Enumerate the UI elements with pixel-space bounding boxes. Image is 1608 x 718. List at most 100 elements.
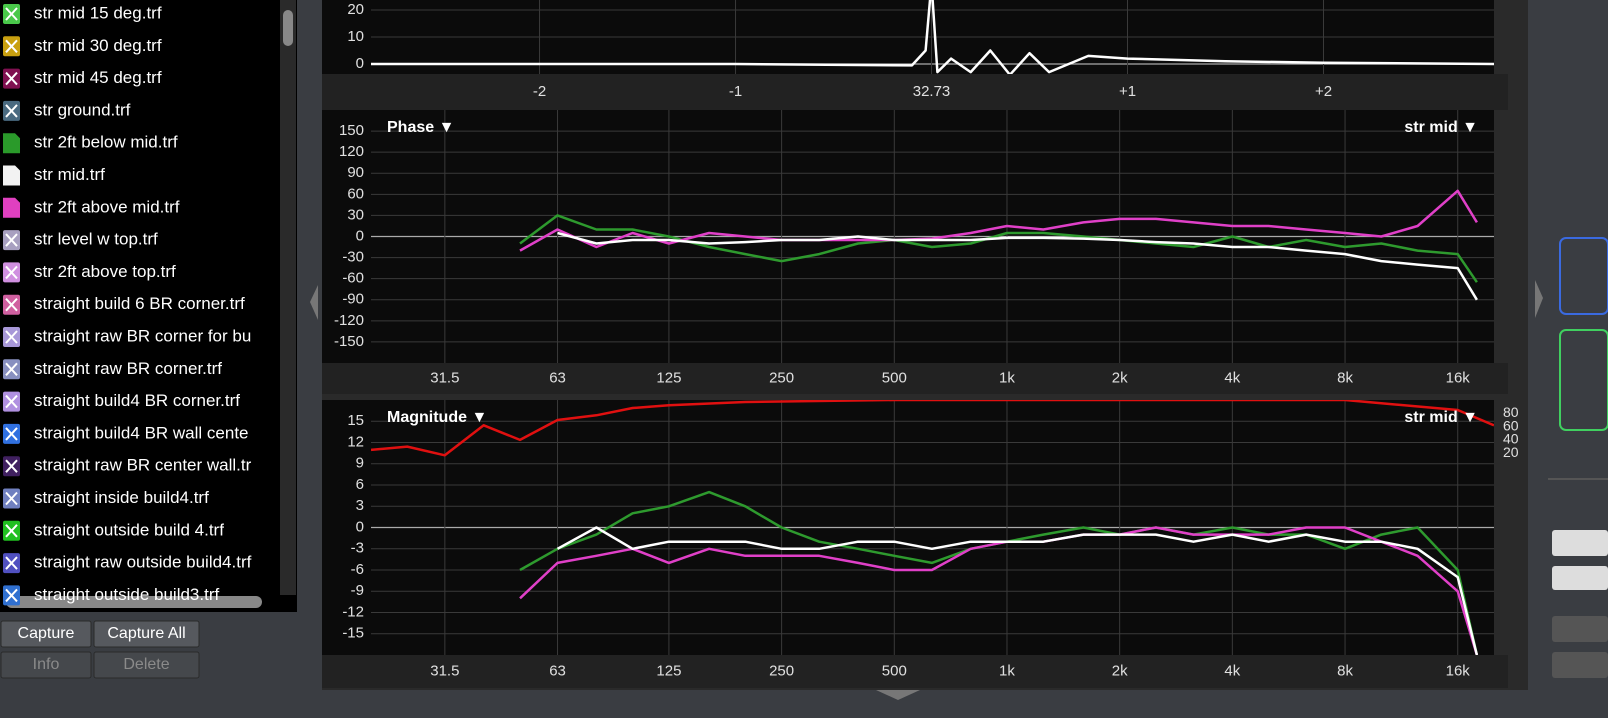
collapse-bottom[interactable] xyxy=(876,690,920,700)
x-tick-label: 500 xyxy=(882,369,907,386)
x-tick-label: 63 xyxy=(549,369,566,386)
file-icon-x xyxy=(5,71,18,86)
button-label[interactable]: Capture All xyxy=(107,625,185,642)
y-tick-label: 120 xyxy=(339,143,364,160)
button[interactable] xyxy=(93,651,200,679)
trace-selector[interactable]: str mid ▼ xyxy=(1404,409,1478,426)
y-tick-label: 0 xyxy=(356,55,364,72)
collapse-left[interactable] xyxy=(310,285,318,320)
button[interactable] xyxy=(0,651,92,679)
file-name: straight build4 BR wall cente xyxy=(34,423,249,442)
file-item[interactable]: str mid 45 deg.trf xyxy=(3,68,162,89)
y-tick-label: -15 xyxy=(342,625,364,642)
file-name: str level w top.trf xyxy=(34,230,158,249)
button-label[interactable]: Delete xyxy=(123,656,169,673)
file-icon-x xyxy=(5,459,18,473)
y-tick-label: -150 xyxy=(334,333,364,350)
file-name: straight raw BR corner.trf xyxy=(34,359,222,378)
file-icon-x xyxy=(5,7,18,21)
file-icon-x xyxy=(5,298,18,312)
h-scroll-thumb[interactable] xyxy=(6,596,262,608)
file-item[interactable]: str mid 30 deg.trf xyxy=(3,36,162,57)
file-item[interactable]: straight raw BR corner.trf xyxy=(3,359,222,380)
file-name: straight raw outside build4.trf xyxy=(34,553,252,572)
file-item[interactable]: str 2ft above mid.trf xyxy=(3,197,180,218)
x-tick-label: 500 xyxy=(882,662,907,679)
x-tick-label: 63 xyxy=(549,662,566,679)
y-tick-label: 0 xyxy=(356,518,364,535)
side-button[interactable] xyxy=(1552,652,1608,678)
x-tick-label: 31.5 xyxy=(430,369,459,386)
x-tick-label: 250 xyxy=(769,662,794,679)
y-tick-label: 30 xyxy=(347,206,364,223)
file-icon-x xyxy=(5,330,18,344)
x-tick-label: 125 xyxy=(656,662,681,679)
side-box-green[interactable] xyxy=(1559,329,1608,431)
y2-tick-label: 80 xyxy=(1503,404,1519,420)
file-name: str 2ft below mid.trf xyxy=(34,133,178,152)
side-button[interactable] xyxy=(1552,530,1608,556)
axis-band xyxy=(322,655,1508,688)
file-item[interactable]: straight inside build4.trf xyxy=(3,488,209,509)
side-button[interactable] xyxy=(1552,566,1608,590)
file-name: straight build4 BR corner.trf xyxy=(34,391,240,410)
x-tick-label: 31.5 xyxy=(430,662,459,679)
button[interactable] xyxy=(0,620,92,648)
file-icon-x xyxy=(5,39,18,53)
file-item[interactable]: str ground.trf xyxy=(3,100,131,121)
file-name: str mid 30 deg.trf xyxy=(34,36,162,55)
file-icon-x xyxy=(5,233,18,247)
file-item[interactable]: straight build 6 BR corner.trf xyxy=(3,294,245,315)
file-item[interactable]: straight build4 BR corner.trf xyxy=(3,391,240,412)
x-tick-label: 16k xyxy=(1446,662,1471,679)
file-item[interactable]: straight raw outside build4.trf xyxy=(3,553,252,574)
y-tick-label: -30 xyxy=(342,249,364,266)
file-item[interactable]: straight build4 BR wall cente xyxy=(3,423,249,444)
file-item[interactable]: straight outside build 4.trf xyxy=(3,520,224,541)
series-line xyxy=(556,526,1479,655)
plot-title: Phase ▼ xyxy=(387,119,454,136)
y-tick-label: 60 xyxy=(347,185,364,202)
x-tick-label: 8k xyxy=(1337,662,1353,679)
button[interactable] xyxy=(93,620,200,648)
x-tick-label: 1k xyxy=(999,369,1015,386)
trace-selector[interactable]: str mid ▼ xyxy=(1404,119,1478,136)
button-label[interactable]: Info xyxy=(33,656,60,673)
collapse-right[interactable] xyxy=(1535,280,1543,318)
y-axis-band xyxy=(322,400,371,655)
file-icon xyxy=(3,133,20,154)
file-icon-x xyxy=(5,427,18,441)
y2-tick-label: 20 xyxy=(1503,444,1519,460)
x-tick-label: 250 xyxy=(769,369,794,386)
series-line xyxy=(371,400,1494,457)
file-name: str mid 45 deg.trf xyxy=(34,68,162,87)
file-item[interactable]: str mid 15 deg.trf xyxy=(3,3,162,24)
v-scroll-thumb[interactable] xyxy=(283,10,293,46)
file-name: str 2ft above mid.trf xyxy=(34,197,180,216)
v-scrollbar[interactable] xyxy=(280,0,296,595)
file-item[interactable]: str level w top.trf xyxy=(3,230,158,251)
file-item[interactable]: straight outside build3.trf xyxy=(3,585,219,606)
file-item[interactable]: str mid.trf xyxy=(3,165,105,186)
side-button[interactable] xyxy=(1552,616,1608,642)
file-name: str mid 15 deg.trf xyxy=(34,3,162,22)
y-tick-label: 90 xyxy=(347,164,364,181)
file-item[interactable]: straight raw BR center wall.tr xyxy=(3,456,252,477)
file-name: str mid.trf xyxy=(34,165,105,184)
file-item[interactable]: str 2ft below mid.trf xyxy=(3,133,178,154)
file-name: str 2ft above top.trf xyxy=(34,262,176,281)
x-tick-label: +1 xyxy=(1119,83,1136,100)
file-item[interactable]: str 2ft above top.trf xyxy=(3,262,176,283)
file-name: straight raw BR center wall.tr xyxy=(34,456,252,475)
file-list-panel xyxy=(0,0,297,612)
file-name: straight raw BR corner for bu xyxy=(34,326,251,345)
y-tick-label: 6 xyxy=(356,476,364,493)
button-label[interactable]: Capture xyxy=(18,625,75,642)
side-box-blue[interactable] xyxy=(1559,237,1608,315)
file-name: straight build 6 BR corner.trf xyxy=(34,294,245,313)
file-item[interactable]: straight raw BR corner for bu xyxy=(3,326,251,347)
file-icon-x xyxy=(5,104,18,118)
side-divider xyxy=(1548,478,1608,480)
